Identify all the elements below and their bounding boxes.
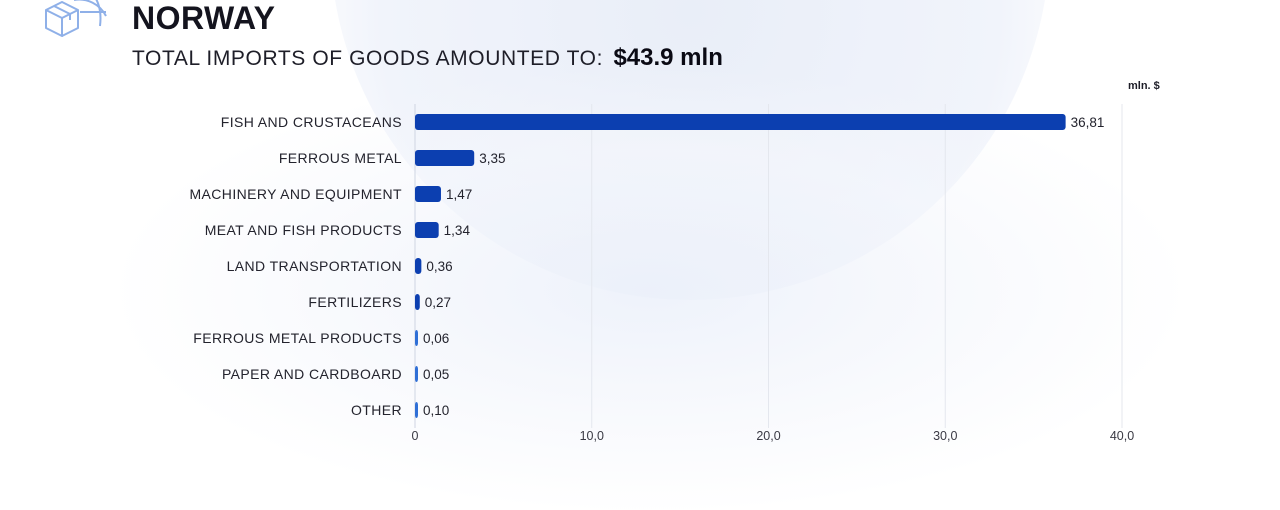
bar xyxy=(415,330,418,346)
value-label: 1,34 xyxy=(444,223,471,238)
page-title: NORWAY xyxy=(132,0,276,36)
value-label: 1,47 xyxy=(446,187,472,202)
category-label: MEAT AND FISH PRODUCTS xyxy=(205,222,402,238)
category-label: PAPER AND CARDBOARD xyxy=(222,366,402,382)
bar xyxy=(415,402,418,418)
category-label: OTHER xyxy=(351,402,402,418)
bar xyxy=(415,366,418,382)
page-subtitle: TOTAL IMPORTS OF GOODS AMOUNTED TO: $43.… xyxy=(132,44,723,72)
value-label: 0,06 xyxy=(423,331,449,346)
x-tick-label: 0 xyxy=(412,429,419,443)
value-label: 0,27 xyxy=(425,295,451,310)
total-amount: $43.9 mln xyxy=(613,44,723,71)
category-label: FERROUS METAL xyxy=(279,150,402,166)
x-tick-label: 20,0 xyxy=(756,429,780,443)
bar xyxy=(415,114,1066,130)
bar xyxy=(415,222,439,238)
value-label: 0,10 xyxy=(423,403,449,418)
category-label: FISH AND CRUSTACEANS xyxy=(221,114,402,130)
category-label: LAND TRANSPORTATION xyxy=(227,258,402,274)
bar xyxy=(415,186,441,202)
category-label: FERTILIZERS xyxy=(308,294,402,310)
background-glow xyxy=(120,70,1180,510)
x-tick-label: 40,0 xyxy=(1110,429,1134,443)
globe-box-icon xyxy=(45,0,107,37)
subtitle-prefix: TOTAL IMPORTS OF GOODS AMOUNTED TO: xyxy=(132,47,604,70)
x-tick-label: 30,0 xyxy=(933,429,957,443)
category-label: FERROUS METAL PRODUCTS xyxy=(193,330,402,346)
value-label: 3,35 xyxy=(479,151,505,166)
category-label: MACHINERY AND EQUIPMENT xyxy=(190,186,403,202)
bar xyxy=(415,258,422,274)
bar xyxy=(415,150,475,166)
value-label: 0,36 xyxy=(426,259,452,274)
unit-label: mln. $ xyxy=(1128,80,1160,92)
value-label: 0,05 xyxy=(423,367,449,382)
bar xyxy=(415,294,420,310)
x-tick-label: 10,0 xyxy=(580,429,604,443)
value-label: 36,81 xyxy=(1071,115,1105,130)
